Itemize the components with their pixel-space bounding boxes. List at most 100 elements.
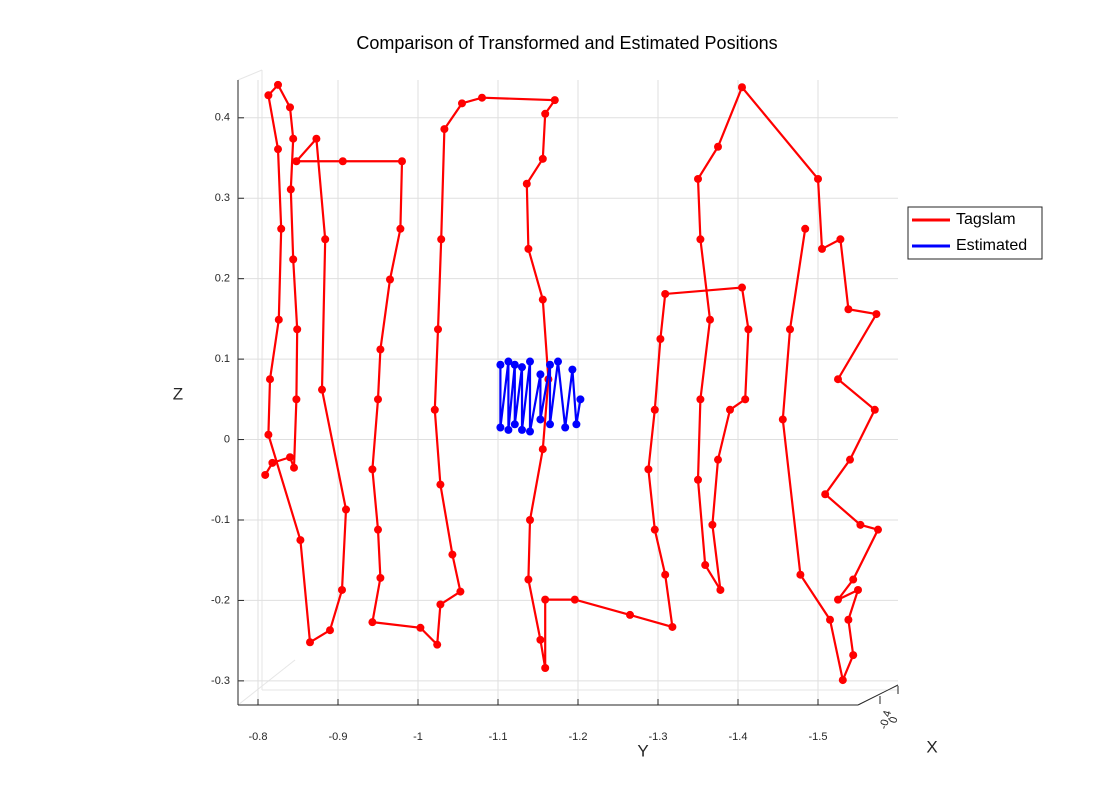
point xyxy=(836,235,845,244)
point xyxy=(434,325,442,334)
point xyxy=(261,470,270,479)
point xyxy=(854,585,862,594)
point xyxy=(821,490,830,499)
legend-label: Estimated xyxy=(956,237,1027,254)
point xyxy=(286,185,295,194)
point xyxy=(849,575,858,584)
point xyxy=(342,505,350,514)
y-tick-label: 0.2 xyxy=(215,273,230,285)
point xyxy=(661,289,670,298)
point xyxy=(436,480,445,489)
point xyxy=(546,420,554,429)
point xyxy=(368,618,377,627)
point xyxy=(541,663,550,672)
point xyxy=(714,142,722,151)
point xyxy=(268,458,277,467)
x-tick-label: -0.9 xyxy=(329,731,348,743)
point xyxy=(321,235,330,244)
point xyxy=(661,570,670,579)
point xyxy=(644,465,653,474)
point xyxy=(296,536,305,545)
point xyxy=(541,595,550,604)
point xyxy=(312,134,321,143)
point xyxy=(561,423,570,432)
y-tick-label: 0 xyxy=(224,433,230,445)
point xyxy=(440,125,449,134)
z-axis-label: X xyxy=(926,737,937,756)
x-tick-label: -1.1 xyxy=(489,731,508,743)
x-tick-label: -1.4 xyxy=(729,731,748,743)
point xyxy=(286,103,294,112)
point xyxy=(374,395,382,404)
point xyxy=(834,595,842,604)
point xyxy=(386,275,394,284)
point xyxy=(568,365,577,374)
legend-box xyxy=(907,206,1043,260)
point xyxy=(726,405,734,414)
point xyxy=(277,224,286,233)
point xyxy=(274,80,282,89)
point xyxy=(524,575,533,584)
point xyxy=(436,600,445,609)
z-tick-label: -0.4 xyxy=(878,709,895,730)
point xyxy=(741,395,750,404)
point xyxy=(496,360,505,369)
point xyxy=(572,420,581,429)
y-tick-label: 0.4 xyxy=(215,112,230,124)
point xyxy=(430,405,439,414)
point xyxy=(376,573,385,582)
point xyxy=(318,385,326,394)
point xyxy=(448,550,457,559)
point xyxy=(536,635,545,644)
point xyxy=(738,283,746,292)
point xyxy=(266,375,274,384)
point xyxy=(838,676,847,685)
point xyxy=(290,463,298,472)
y-tick-label: 0.3 xyxy=(215,192,230,204)
point xyxy=(541,109,550,118)
point xyxy=(550,96,559,105)
legend-label: Tagslam xyxy=(956,211,1016,228)
point xyxy=(264,91,273,100)
point xyxy=(738,83,746,92)
point xyxy=(694,174,702,183)
point xyxy=(376,345,385,354)
point xyxy=(870,405,879,414)
point xyxy=(536,370,545,379)
point xyxy=(844,615,853,624)
point xyxy=(504,357,513,366)
point xyxy=(398,157,406,166)
point xyxy=(292,395,301,404)
point xyxy=(526,515,534,524)
point xyxy=(844,305,853,314)
point xyxy=(834,375,842,384)
point xyxy=(706,315,714,324)
point xyxy=(526,427,534,436)
point xyxy=(650,405,659,414)
point xyxy=(458,99,466,108)
point xyxy=(846,455,854,464)
x-tick-label: -0.8 xyxy=(249,731,268,743)
point xyxy=(289,255,298,264)
point xyxy=(292,157,301,166)
point xyxy=(374,525,382,534)
y-tick-label: 0.1 xyxy=(215,353,230,365)
point xyxy=(874,525,882,534)
point xyxy=(504,425,513,434)
point xyxy=(696,395,705,404)
x-tick-label: -1.2 xyxy=(569,731,588,743)
point xyxy=(701,561,710,570)
point xyxy=(536,415,545,424)
y-axis-label: Z xyxy=(173,384,183,403)
point xyxy=(293,325,302,334)
point xyxy=(786,325,794,334)
point xyxy=(576,395,585,404)
x-axis-label: Y xyxy=(637,741,648,760)
point xyxy=(796,570,805,579)
point xyxy=(526,357,534,366)
point xyxy=(716,585,725,594)
point xyxy=(264,430,273,439)
point xyxy=(326,626,334,635)
